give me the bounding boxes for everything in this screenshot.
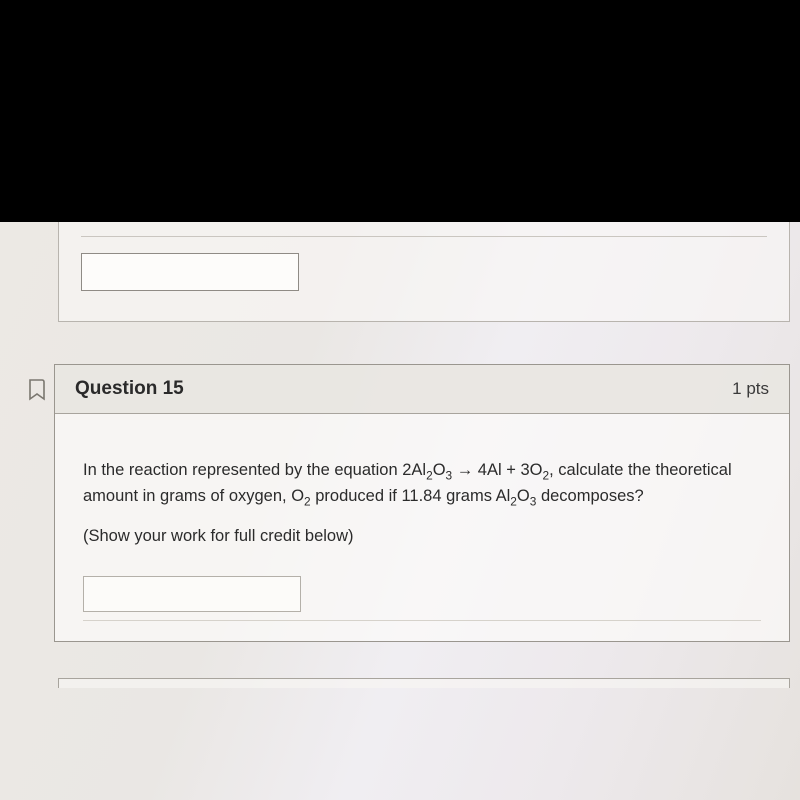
previous-question-card xyxy=(58,222,790,322)
divider xyxy=(83,620,761,621)
question-title: Question 15 xyxy=(75,378,184,400)
question-body: In the reaction represented by the equat… xyxy=(55,414,789,641)
question-header: Question 15 1 pts xyxy=(55,365,789,414)
next-question-card-peek xyxy=(58,678,790,688)
show-work-label: (Show your work for full credit below) xyxy=(83,527,761,546)
flag-question-button[interactable] xyxy=(20,364,54,402)
previous-answer-input[interactable] xyxy=(81,253,299,291)
question-text: In the reaction represented by the equat… xyxy=(83,458,761,509)
answer-input[interactable] xyxy=(83,576,301,612)
question-wrapper: Question 15 1 pts In the reaction repres… xyxy=(20,364,790,642)
question-card: Question 15 1 pts In the reaction repres… xyxy=(54,364,790,642)
quiz-screen: Question 15 1 pts In the reaction repres… xyxy=(0,222,800,800)
divider xyxy=(81,236,767,237)
question-points: 1 pts xyxy=(732,379,769,399)
bookmark-outline-icon xyxy=(27,378,47,402)
